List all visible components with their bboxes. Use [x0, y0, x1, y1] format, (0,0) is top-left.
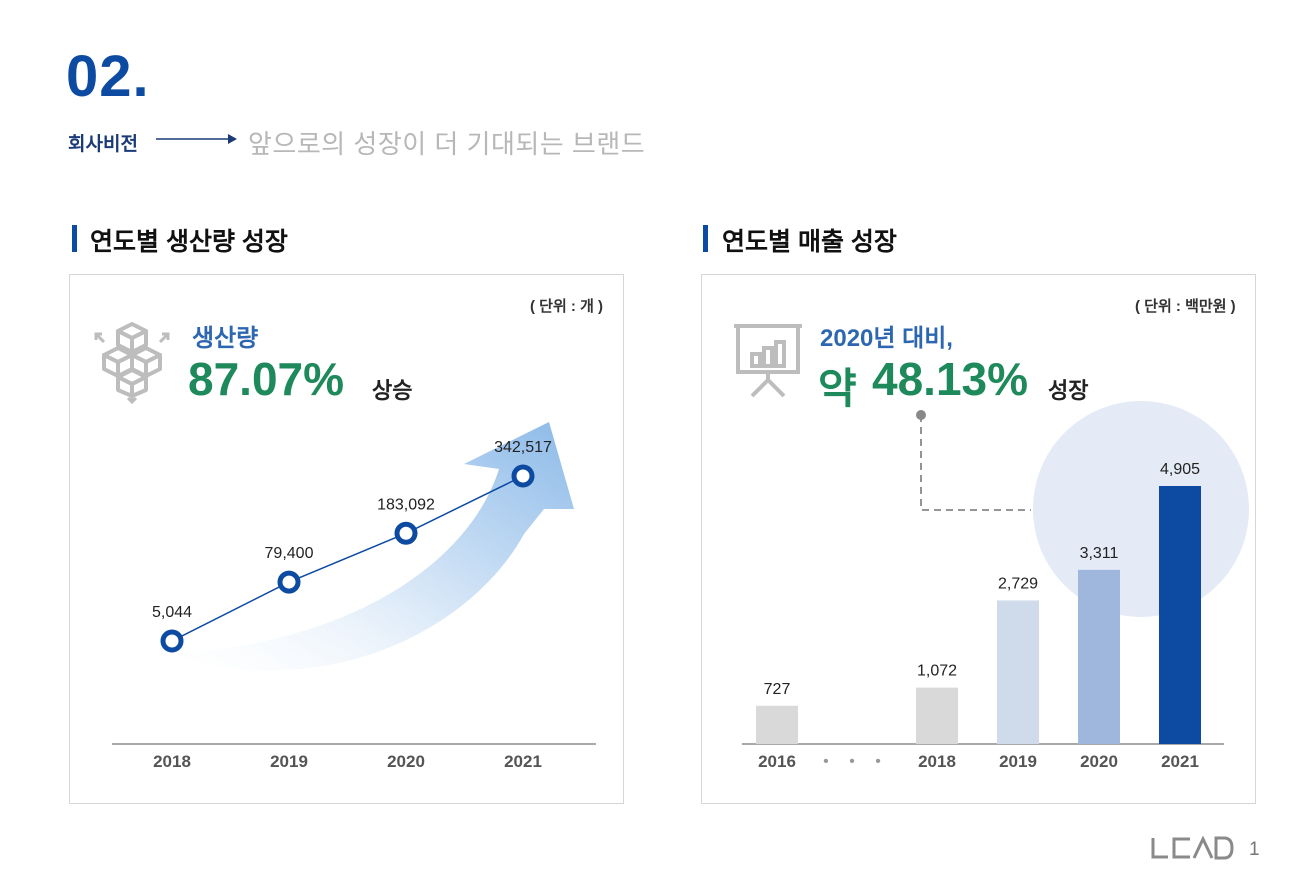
- bar: [916, 687, 958, 744]
- x-tick-label: 2021: [504, 752, 542, 771]
- highlight-circle: [1033, 401, 1249, 617]
- axis-ellipsis: • • •: [823, 753, 889, 770]
- growth-arrow-graphic: [169, 422, 574, 671]
- section-number: 02.: [66, 44, 150, 109]
- left-unit-label: ( 단위 : 개 ): [530, 298, 604, 315]
- series-line: [171, 475, 524, 642]
- x-tick-label: 2020: [387, 752, 425, 771]
- data-label: 4,905: [1160, 461, 1200, 478]
- left-title-bar: [72, 225, 77, 252]
- x-tick-label: 2018: [153, 752, 191, 771]
- left-kpi-label: 생산량: [192, 325, 259, 352]
- left-kpi-suffix: 상승: [372, 378, 413, 403]
- x-tick-label: 2019: [270, 752, 308, 771]
- data-label: 79,400: [265, 545, 314, 562]
- data-label: 183,092: [377, 496, 435, 513]
- boxes-icon: [94, 322, 170, 404]
- data-label: 727: [764, 681, 791, 698]
- data-label: 342,517: [494, 439, 552, 456]
- data-label: 2,729: [998, 575, 1038, 592]
- arrow-right-icon: [156, 134, 237, 144]
- revenue-panel: [701, 274, 1256, 804]
- presentation-board-icon: [734, 324, 802, 398]
- data-point: [277, 570, 301, 594]
- right-title-bar: [703, 225, 708, 252]
- data-point: [511, 464, 535, 488]
- left-kpi-value: 87.07%: [188, 353, 345, 405]
- callout-line: [920, 415, 1031, 511]
- x-tick-label: 2019: [999, 752, 1037, 771]
- left-section-title: 연도별 생산량 성장: [90, 228, 288, 256]
- revenue-bar-chart: • • • 727 2016 1,072 2018 2,729 2019 3,311 2020…: [742, 401, 1249, 771]
- data-label: 3,311: [1080, 545, 1119, 562]
- data-label: 1,072: [917, 663, 957, 680]
- right-kpi-value: 48.13%: [872, 353, 1029, 405]
- production-panel: [69, 274, 624, 804]
- bar: [756, 705, 798, 744]
- vision-text: 앞으로의 성장이 더 기대되는 브랜드: [248, 129, 646, 159]
- page-number: 1: [1249, 839, 1260, 860]
- right-kpi-label: 2020년 대비,: [820, 325, 953, 352]
- vision-label: 회사비전: [68, 134, 138, 155]
- bar: [1078, 569, 1120, 744]
- x-tick-label: 2020: [1080, 752, 1118, 771]
- right-section-title: 연도별 매출 성장: [722, 228, 897, 256]
- production-line-chart: 5,044 2018 79,400 2019 183,092 2020 342,517 202…: [112, 422, 596, 771]
- bar: [1159, 486, 1201, 744]
- right-kpi-prefix: 약: [818, 365, 857, 412]
- data-label: 5,044: [152, 604, 192, 621]
- right-unit-label: ( 단위 : 백만원 ): [1135, 298, 1236, 315]
- x-tick-label: 2021: [1161, 752, 1199, 771]
- data-point: [394, 521, 418, 545]
- x-tick-label: 2018: [918, 752, 956, 771]
- right-kpi-suffix: 성장: [1048, 378, 1089, 403]
- lcad-logo: [1151, 836, 1234, 860]
- x-tick-label: 2016: [758, 752, 796, 771]
- data-point: [160, 629, 184, 653]
- bar: [997, 600, 1039, 744]
